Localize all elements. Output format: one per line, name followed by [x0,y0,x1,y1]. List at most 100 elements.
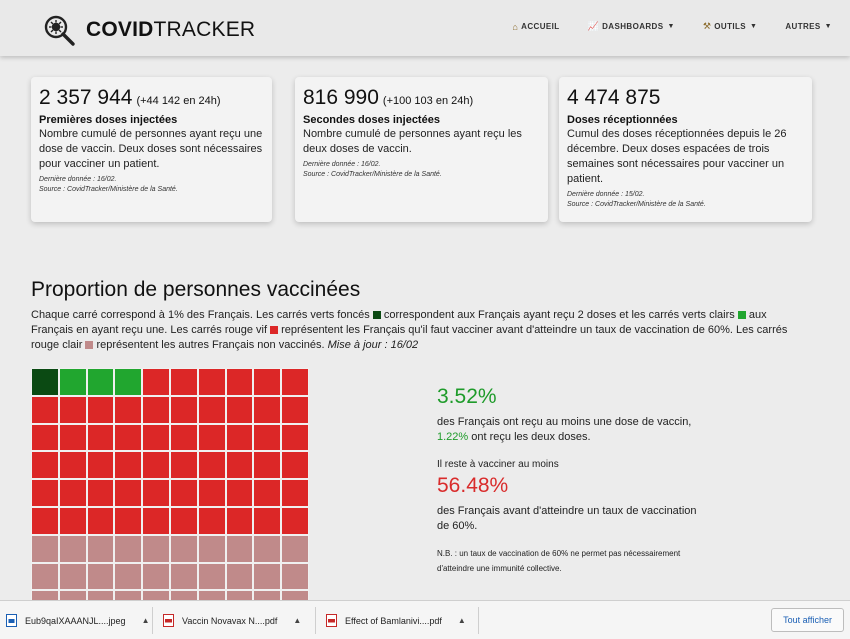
download-item-pdf-bamlanivimab[interactable]: Effect of Bamlanivi....pdf ▲ [326,601,466,639]
legend-square-light-green [737,311,746,319]
cell-to-vaccinate [114,395,143,424]
cell-to-vaccinate [58,506,87,535]
section-intro: Chaque carré correspond à 1% des Françai… [31,308,811,353]
card-description: Nombre cumulé de personnes ayant reçu le… [303,128,522,155]
cell-to-vaccinate [86,451,115,480]
cell-other-unvaccinated [142,534,170,563]
cell-to-vaccinate [281,506,309,535]
cell-to-vaccinate [281,479,309,507]
cell-other-unvaccinated [31,590,59,600]
pct-remaining: 56.48% [437,474,509,497]
card-value: 4 474 875 [567,87,804,108]
cell-other-unvaccinated [225,562,254,591]
remaining-label: Il reste à vacciner au moins [437,459,559,470]
nav-menu: ⌂ ACCUEIL 📈 DASHBOARDS ▼ ⚒ OUTILS ▼ AUTR… [484,21,832,32]
cell-to-vaccinate [197,368,226,396]
legend-square-light-red [85,341,94,349]
nav-item-dashboards[interactable]: 📈 DASHBOARDS ▼ [588,21,675,32]
cell-other-unvaccinated [86,534,115,563]
cell-to-vaccinate [31,479,59,507]
download-item-jpeg[interactable]: Eub9qaIXAAANJL....jpeg ▲ [6,601,150,639]
download-item-pdf-novavax[interactable]: Vaccin Novavax N....pdf ▲ [163,601,301,639]
download-separator [315,607,316,634]
pct-two-doses: 1.22% [437,431,469,443]
cell-to-vaccinate [86,479,115,507]
cell-other-unvaccinated [31,562,59,591]
card-delta: (+44 142 en 24h) [136,95,221,107]
card-date: Dernière donnée : 16/02. [303,161,381,168]
cell-to-vaccinate [281,368,309,396]
nav-item-label: AUTRES [785,22,821,31]
chevron-up-icon[interactable]: ▲ [141,616,150,625]
card-second-doses: 816 990 (+100 103 en 24h) Secondes doses … [295,77,548,222]
cell-other-unvaccinated [197,562,226,591]
download-separator [152,607,153,634]
cell-to-vaccinate [169,423,198,452]
cell-to-vaccinate [253,368,282,396]
chevron-down-icon: ▼ [824,23,832,30]
cell-to-vaccinate [169,479,198,507]
cell-to-vaccinate [225,423,254,452]
cell-to-vaccinate [253,451,282,480]
legend-square-dark-green [372,311,381,319]
vaccination-stats: 3.52% des Français ont reçu au moins une… [437,385,697,576]
cell-other-unvaccinated [169,590,198,600]
cell-to-vaccinate [225,395,254,424]
cell-to-vaccinate [225,506,254,535]
brand-name-light: TRACKER [153,18,256,41]
cell-to-vaccinate [142,423,170,452]
card-title: Premières doses injectées [39,114,178,126]
nav-item-label: OUTILS [714,22,747,31]
cell-to-vaccinate [281,395,309,424]
cell-to-vaccinate [142,506,170,535]
card-doses-received: 4 474 875 Doses réceptionnées Cumul des … [559,77,812,222]
cell-other-unvaccinated [197,534,226,563]
chevron-down-icon: ▼ [667,23,675,30]
card-source: Source : CovidTracker/Ministère de la Sa… [567,201,706,208]
show-all-downloads-button[interactable]: Tout afficher [771,608,844,632]
tools-icon: ⚒ [702,21,712,31]
chevron-down-icon: ▼ [750,23,758,30]
cell-to-vaccinate [281,451,309,480]
brand-name-bold: COVID [86,18,154,41]
intro-text-4: représentent les Français qu'il faut vac… [31,324,788,351]
cell-other-unvaccinated [114,562,143,591]
remaining-text: des Français avant d'atteindre un taux d… [437,505,697,532]
legend-square-bright-red [270,326,279,334]
virus-magnifier-logo-icon [44,15,75,46]
nav-item-autres[interactable]: AUTRES ▼ [785,21,832,32]
cell-to-vaccinate [169,368,198,396]
intro-text-3: aux Français en ayant reçu une. Les carr… [31,309,767,336]
cell-to-vaccinate [253,479,282,507]
pdf-file-icon [163,614,174,627]
cell-to-vaccinate [253,506,282,535]
vaccination-waffle-chart [31,368,309,600]
card-first-doses: 2 357 944 (+44 142 en 24h) Premières dose… [31,77,272,222]
brand-name: COVIDTRACKER [86,18,255,42]
card-description: Nombre cumulé de personnes ayant reçu un… [39,128,263,170]
card-meta: Dernière donnée : 16/02. Source : CovidT… [39,175,264,195]
cell-to-vaccinate [253,423,282,452]
cell-to-vaccinate [31,506,59,535]
cell-to-vaccinate [197,423,226,452]
cell-to-vaccinate [169,506,198,535]
cell-other-unvaccinated [281,590,309,600]
cell-other-unvaccinated [31,534,59,563]
cell-one-dose [114,368,143,396]
two-doses-description: ont reçu les deux doses. [471,431,591,443]
cell-to-vaccinate [31,451,59,480]
nav-item-label: ACCUEIL [521,22,560,31]
brand[interactable]: COVIDTRACKER [42,13,255,47]
cell-other-unvaccinated [58,562,87,591]
card-meta: Dernière donnée : 16/02. Source : CovidT… [303,160,540,180]
chevron-up-icon[interactable]: ▲ [293,616,302,625]
card-date: Dernière donnée : 16/02. [39,176,117,183]
nav-item-accueil[interactable]: ⌂ ACCUEIL [512,21,559,32]
nav-item-outils[interactable]: ⚒ OUTILS ▼ [703,21,758,32]
cell-other-unvaccinated [253,534,282,563]
download-file-name: Effect of Bamlanivi....pdf [345,615,442,626]
card-value-number: 816 990 [303,86,379,109]
chevron-up-icon[interactable]: ▲ [457,616,466,625]
cell-to-vaccinate [225,479,254,507]
cell-other-unvaccinated [197,590,226,600]
